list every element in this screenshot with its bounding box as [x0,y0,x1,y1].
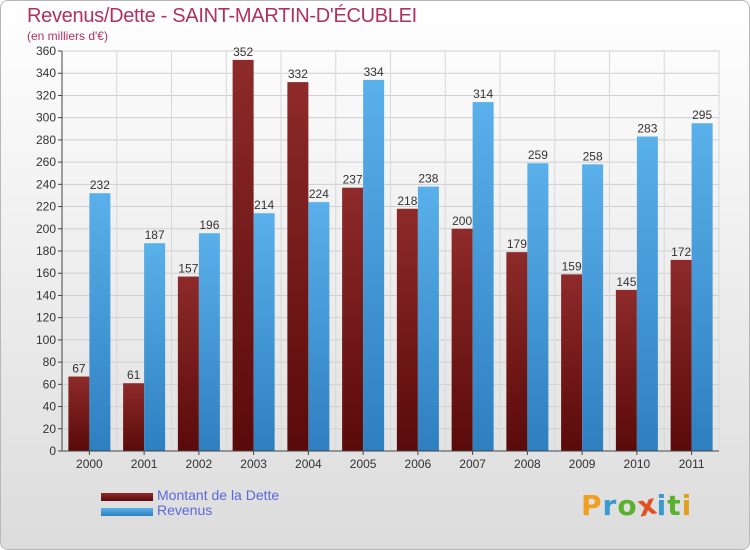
data-label: 157 [178,262,198,276]
data-label: 238 [418,172,438,186]
data-label: 145 [616,275,636,289]
data-label: 200 [452,214,472,228]
data-label: 67 [72,362,86,376]
data-label: 172 [671,245,691,259]
x-tick-label: 2009 [569,457,596,471]
y-tick-label: 120 [36,311,56,325]
logo-letter: P [581,489,603,522]
bar-dette [506,252,528,451]
bar-revenus [308,202,330,451]
chart-title: Revenus/Dette - SAINT-MARTIN-D'ÉCUBLEI [27,5,417,27]
y-tick-label: 280 [36,133,56,147]
y-tick-label: 20 [43,422,57,436]
value-labels: 67 232 61 187 157 196 352 214 332 224 237 334 218238… [72,45,712,382]
y-tick-label: 300 [36,111,56,125]
y-tick-label: 260 [36,155,56,169]
bar-revenus [198,233,220,451]
data-label: 258 [583,149,603,163]
axes: 0 20 40 60 80 100 120 140 160 180 200 220 240 260 280 3… [36,44,719,471]
bar-revenus [582,164,604,452]
data-label: 314 [473,87,493,101]
proxiti-logo: Proxiti [581,487,693,523]
y-tick-label: 60 [43,377,57,391]
x-tick-label: 2002 [186,457,213,471]
data-label: 159 [562,259,582,273]
bar-revenus [89,193,111,451]
bar-dette [342,187,364,451]
bar-dette [670,259,692,451]
data-label: 61 [127,368,141,382]
y-tick-label: 200 [36,222,56,236]
y-tick-label: 160 [36,266,56,280]
data-label: 232 [90,178,110,192]
bar-revenus [691,123,713,451]
y-tick-label: 80 [43,355,57,369]
bar-dette [68,376,90,451]
logo-letter: r [602,489,618,522]
bar-revenus [636,136,658,452]
chart-subtitle: (en milliers d'€) [27,29,108,43]
data-label: 187 [145,228,165,242]
data-label: 352 [233,45,253,59]
x-tick-label: 2004 [295,457,322,471]
bars-group [68,59,713,452]
data-label: 283 [637,122,657,136]
bar-dette [615,289,637,451]
data-label: 259 [528,148,548,162]
y-tick-label: 240 [36,177,56,191]
bar-revenus [144,243,166,451]
bar-dette [561,274,583,451]
data-label: 295 [692,108,712,122]
logo-letter: o [617,489,638,522]
y-tick-label: 0 [49,444,56,458]
y-tick-label: 360 [36,44,56,58]
bar-dette [396,208,418,451]
x-tick-label: 2003 [240,457,267,471]
y-tick-label: 320 [36,88,56,102]
bar-revenus [253,213,275,451]
bar-dette [287,82,309,451]
data-label: 332 [288,67,308,81]
legend-swatch-revenus [101,508,153,516]
y-tick-label: 140 [36,288,56,302]
y-tick-label: 220 [36,200,56,214]
y-tick-label: 180 [36,244,56,258]
x-tick-label: 2000 [76,457,103,471]
bar-dette [177,276,199,451]
bar-revenus [363,79,385,451]
x-tick-label: 2006 [405,457,432,471]
logo-letter: i [681,489,693,522]
logo-letter: t [667,489,682,522]
bar-dette [123,383,145,451]
data-label: 218 [397,194,417,208]
legend-label-dette: Montant de la Dette [157,487,280,503]
x-tick-label: 2008 [514,457,541,471]
bar-dette [451,228,473,451]
bar-revenus [527,163,549,451]
bar-revenus [417,186,439,452]
legend-swatch-dette [101,493,153,501]
bar-revenus [472,102,494,451]
x-tick-label: 2010 [624,457,651,471]
logo-letter: i [656,489,668,522]
data-label: 334 [364,65,384,79]
bar-dette [232,59,254,452]
y-tick-label: 40 [43,400,57,414]
x-tick-label: 2011 [679,457,705,471]
y-tick-label: 100 [36,333,56,347]
x-tick-label: 2005 [350,457,377,471]
data-label: 196 [199,218,219,232]
legend-label-revenus: Revenus [157,502,213,518]
x-tick-label: 2007 [459,457,486,471]
x-tick-label: 2001 [131,457,158,471]
data-label: 214 [254,198,274,212]
data-label: 224 [309,187,329,201]
data-label: 237 [343,173,363,187]
data-label: 179 [507,237,527,251]
y-tick-label: 340 [36,66,56,80]
